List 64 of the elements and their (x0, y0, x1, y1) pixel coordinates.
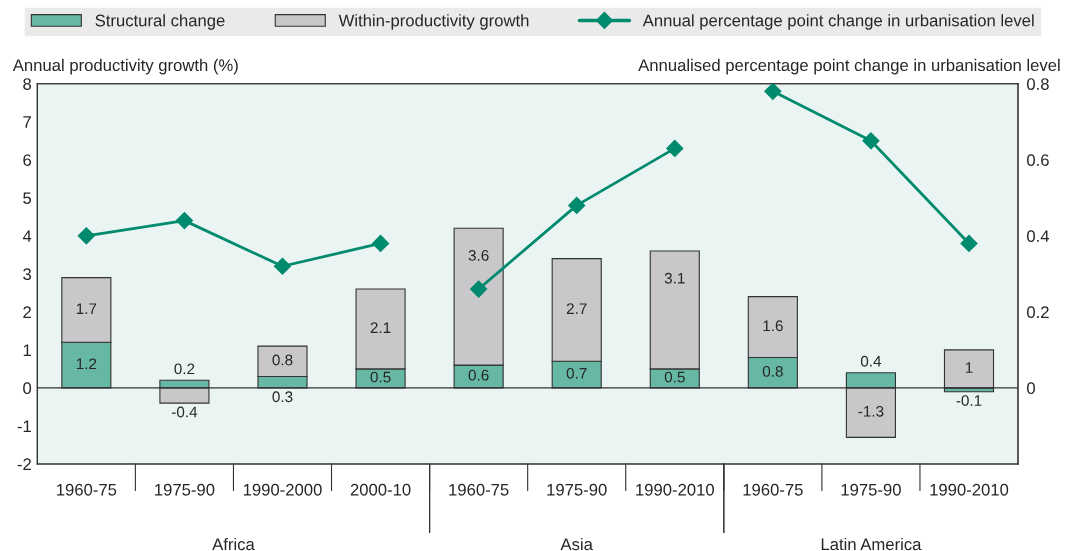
y2-tick-label: 0.2 (1027, 306, 1049, 319)
text: Latin America (821, 537, 922, 551)
x-tick-label: 1960-75 (449, 483, 509, 496)
data-label: 1.7 (76, 303, 97, 314)
data-label: 1.2 (76, 358, 97, 370)
y-tick-label: 5 (23, 192, 32, 205)
data-label: 1 (965, 362, 973, 373)
y-tick-label: 7 (23, 116, 31, 128)
y-tick-label: -1 (17, 420, 31, 432)
y2-tick-label: 0.8 (1027, 78, 1049, 90)
data-label: 3.1 (664, 272, 685, 284)
data-label: 3.6 (468, 250, 489, 261)
x-tick-label: 1960-75 (57, 483, 117, 496)
data-label: 0.8 (272, 354, 293, 366)
data-label: -1.3 (858, 405, 884, 417)
data-label: 0.2 (174, 363, 195, 375)
point (666, 139, 684, 157)
data-label: 0.8 (762, 365, 783, 377)
y2-tick-label: 0.6 (1027, 154, 1049, 166)
data-label: 0.6 (468, 369, 489, 381)
point (175, 212, 193, 230)
y-tick-label: 4 (22, 230, 32, 242)
point (960, 234, 978, 252)
y-tick-label: 0 (23, 382, 32, 395)
data-label: 2.7 (566, 303, 587, 314)
x-tick-label: 2000-10 (350, 483, 411, 496)
x-tick-label: 1975-90 (547, 483, 607, 496)
x-tick-label: 1975-90 (841, 483, 901, 496)
x-tick-label: 1990-2010 (636, 483, 714, 496)
point (862, 132, 880, 150)
point (764, 83, 782, 100)
y2-axis-title: Annualised percentage point change in urbanisation level (638, 58, 1060, 75)
text: Africa (212, 537, 255, 551)
y2-tick-label: 0.4 (1027, 230, 1050, 243)
point (77, 227, 95, 245)
y-tick-label: 8 (23, 78, 32, 90)
x-tick-label: 1975-90 (155, 483, 215, 496)
data-label: 0.5 (664, 371, 685, 383)
legend-label: Within-productivity growth (338, 14, 529, 30)
data-label: 0.4 (860, 355, 882, 367)
y-tick-label: 2 (23, 306, 31, 318)
point (273, 257, 292, 275)
legend-label: Structural change (95, 14, 225, 30)
y-tick-label: 6 (23, 154, 32, 166)
data-label: 0.5 (370, 371, 391, 383)
data-label: -0.1 (956, 395, 982, 406)
data-label: 0.3 (272, 391, 293, 403)
y-tick-label: -2 (17, 458, 31, 470)
y-tick-label: 3 (23, 268, 32, 281)
y2-tick-label: 0 (1027, 382, 1035, 395)
y-tick-label: 1 (23, 344, 31, 356)
data-label: 1.6 (763, 320, 783, 332)
data-label: 2.1 (370, 322, 391, 333)
x-tick-label: 1990-2010 (930, 483, 1009, 496)
point (470, 280, 488, 298)
point (568, 196, 586, 214)
data-label: -0.4 (171, 406, 198, 418)
text: Asia (560, 537, 593, 551)
legend-label: Annual percentage point change in urbanisation level (642, 14, 1034, 30)
y-axis-title: Annual productivity growth (%) (12, 58, 238, 75)
point (372, 234, 390, 252)
x-tick-label: 1990-2000 (243, 483, 322, 496)
data-label: 0.7 (566, 367, 587, 379)
x-tick-label: 1960-75 (743, 483, 803, 496)
